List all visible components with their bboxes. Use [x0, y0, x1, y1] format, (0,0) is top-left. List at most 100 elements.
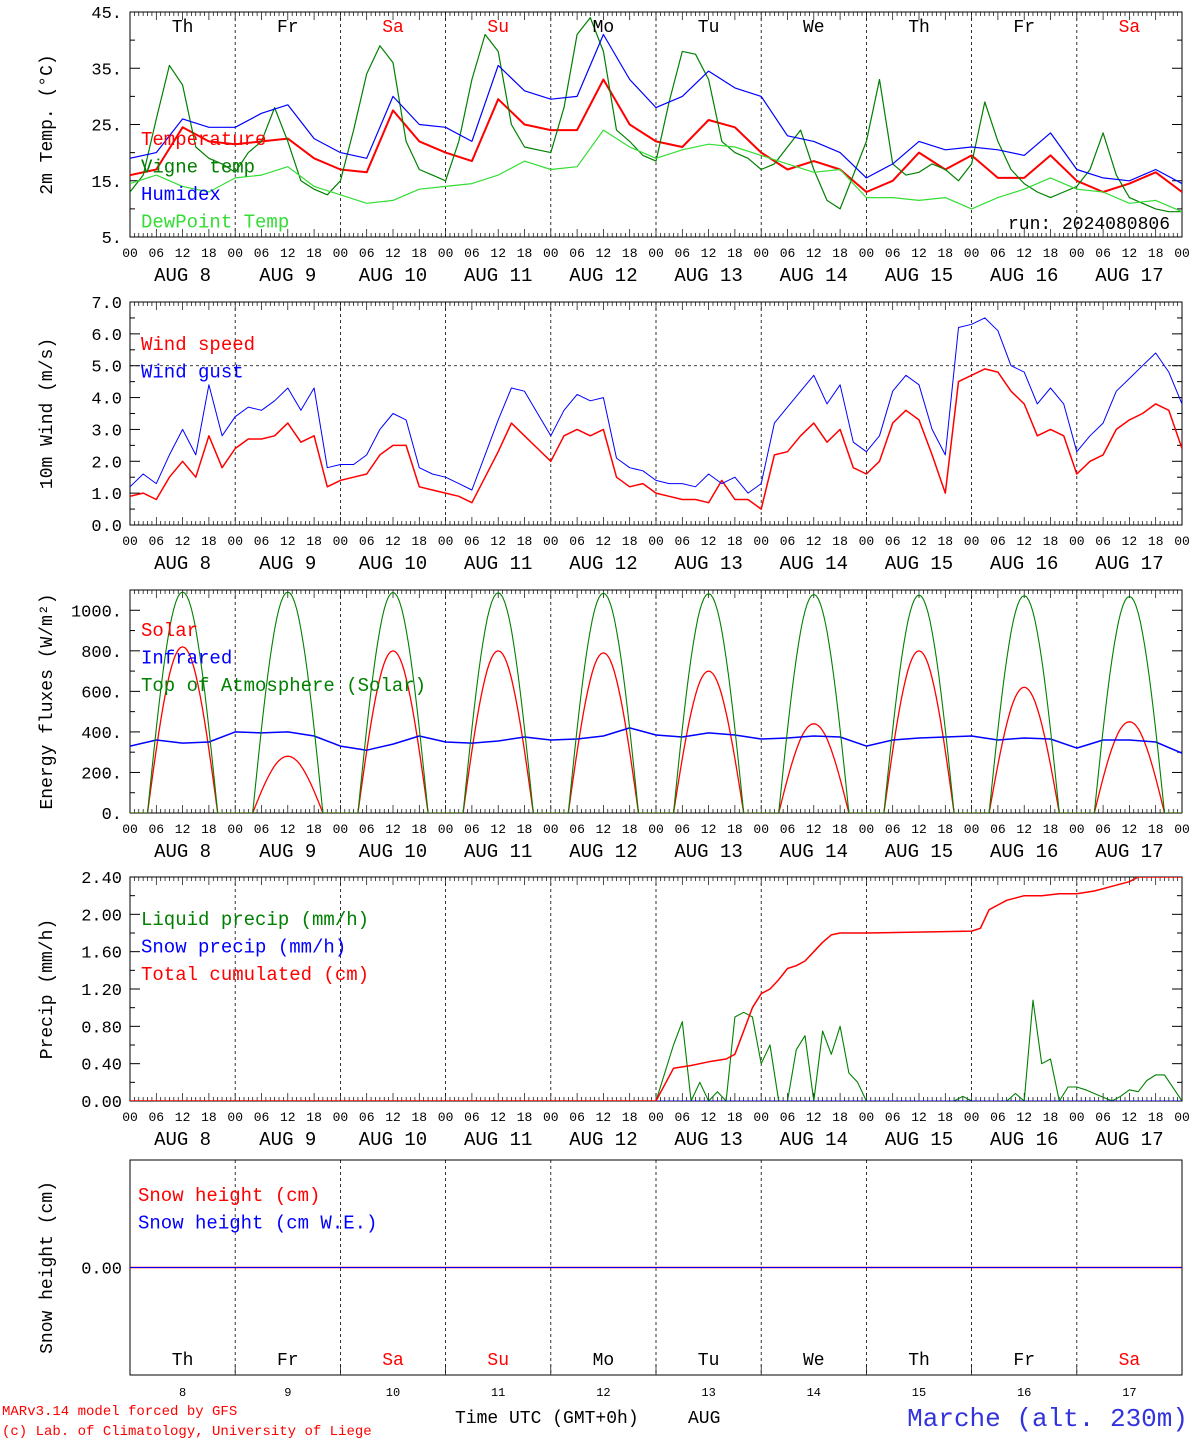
- hour-label: 06: [464, 822, 480, 837]
- hour-label: 00: [859, 822, 875, 837]
- hour-label: 06: [254, 1110, 270, 1125]
- lab-credit: (c) Lab. of Climatology, University of L…: [2, 1424, 372, 1440]
- hour-label: 06: [674, 246, 690, 261]
- day-number-label: 8: [179, 1386, 186, 1400]
- hour-label: 00: [964, 534, 980, 549]
- y-tick-label: 25.: [91, 118, 122, 137]
- hour-label: 18: [1148, 246, 1164, 261]
- hour-label: 06: [674, 534, 690, 549]
- hour-label: 00: [543, 822, 559, 837]
- hour-label: 12: [1016, 246, 1032, 261]
- hour-label: 06: [148, 822, 164, 837]
- hour-label: 12: [596, 1110, 612, 1125]
- hour-label: 18: [517, 1110, 533, 1125]
- hour-label: 18: [517, 822, 533, 837]
- hour-label: 18: [411, 1110, 427, 1125]
- hour-label: 12: [806, 822, 822, 837]
- hour-label: 12: [1016, 822, 1032, 837]
- hour-label: 18: [832, 1110, 848, 1125]
- hour-label: 18: [306, 246, 322, 261]
- hour-label: 00: [1069, 534, 1085, 549]
- date-label: AUG 16: [990, 841, 1058, 863]
- hour-ticks: [129, 12, 1183, 237]
- legend-toa: Top of Atmosphere (Solar): [141, 675, 426, 697]
- hour-label: 00: [648, 822, 664, 837]
- run-annotation: run: 2024080806: [1008, 215, 1170, 235]
- date-label: AUG 17: [1095, 841, 1163, 863]
- hour-label: 12: [490, 1110, 506, 1125]
- hour-label: 06: [359, 822, 375, 837]
- hour-label: 12: [701, 822, 717, 837]
- hour-label: 06: [1095, 822, 1111, 837]
- date-label: AUG 13: [674, 1129, 742, 1151]
- x-axis-label: Time UTC (GMT+0h): [455, 1409, 639, 1429]
- legend-solar: Solar: [141, 620, 198, 642]
- hour-label: 18: [1043, 534, 1059, 549]
- day-number-label: 10: [386, 1386, 400, 1400]
- hour-label: 12: [280, 1110, 296, 1125]
- hour-label: 00: [1174, 246, 1190, 261]
- series-group: [130, 877, 1182, 1101]
- hour-label: 12: [1016, 1110, 1032, 1125]
- date-label: AUG 12: [569, 1129, 637, 1151]
- hour-label: 06: [254, 534, 270, 549]
- hour-label: 00: [859, 1110, 875, 1125]
- y-tick-label: 5.0: [91, 359, 122, 378]
- date-label: AUG 9: [259, 553, 316, 575]
- day-of-week-label: Th: [172, 1351, 194, 1371]
- day-of-week-label: Mo: [593, 18, 615, 38]
- panel-snow: 0.00 Snow height (cm) Snow height (cm) Snow…: [38, 1159, 1183, 1400]
- hour-label: 12: [385, 246, 401, 261]
- series-wind_speed-line: [130, 368, 1182, 510]
- day-of-week-label: Tu: [698, 1351, 720, 1371]
- hour-label: 18: [832, 534, 848, 549]
- hour-label: 00: [964, 1110, 980, 1125]
- x-hour-labels: 00 06 12 18 00 06 12 18 00 06 12 18 00 06 12 18 00 06 12 18…: [122, 1110, 1190, 1125]
- hour-label: 18: [727, 534, 743, 549]
- hour-label: 12: [911, 246, 927, 261]
- hour-label: 18: [832, 246, 848, 261]
- hour-label: 12: [1122, 1110, 1138, 1125]
- y-tick-label: 0.0: [91, 518, 122, 537]
- hour-label: 12: [596, 534, 612, 549]
- hour-label: 18: [1043, 822, 1059, 837]
- hour-label: 18: [201, 822, 217, 837]
- date-label: AUG 8: [154, 1129, 211, 1151]
- panel-energy: 0. 200. 400. 600. 800. 1000. Energy fluxes (W/…: [38, 589, 1190, 863]
- date-label: AUG 17: [1095, 553, 1163, 575]
- hour-label: 18: [201, 246, 217, 261]
- legend-wind_gust: Wind gust: [141, 362, 244, 384]
- date-label: AUG 15: [885, 841, 953, 863]
- series-liquid-line: [130, 999, 1182, 1101]
- hour-label: 06: [885, 1110, 901, 1125]
- hour-label: 06: [780, 1110, 796, 1125]
- hour-label: 00: [227, 1110, 243, 1125]
- hour-label: 00: [964, 822, 980, 837]
- date-label: AUG 15: [885, 1129, 953, 1151]
- date-label: AUG 17: [1095, 265, 1163, 287]
- legend-snow_precip: Snow precip (mm/h): [141, 937, 346, 959]
- series-infrared-line: [130, 727, 1182, 754]
- y-tick-label: 6.0: [91, 327, 122, 346]
- y-tick-label: 5.: [102, 230, 122, 249]
- day-of-week-label: We: [803, 1351, 825, 1371]
- hour-label: 00: [122, 246, 138, 261]
- hour-label: 00: [753, 246, 769, 261]
- hour-label: 06: [569, 1110, 585, 1125]
- hour-label: 06: [464, 534, 480, 549]
- x-hour-labels: 00 06 12 18 00 06 12 18 00 06 12 18 00 06 12 18 00 06 12 18…: [122, 246, 1190, 261]
- hour-label: 00: [648, 246, 664, 261]
- hour-label: 00: [333, 534, 349, 549]
- series-cumulated-line: [130, 877, 1182, 1101]
- day-of-week-label: Sa: [382, 18, 404, 38]
- day-of-week-label: Fr: [277, 1351, 299, 1371]
- hour-label: 18: [201, 1110, 217, 1125]
- hour-label: 18: [622, 1110, 638, 1125]
- date-label: AUG 8: [154, 553, 211, 575]
- hour-label: 00: [543, 246, 559, 261]
- hour-label: 00: [1069, 1110, 1085, 1125]
- hour-label: 06: [990, 246, 1006, 261]
- y-tick-label: 0.: [102, 806, 122, 825]
- y-tick-label: 3.0: [91, 422, 122, 441]
- date-label: AUG 12: [569, 265, 637, 287]
